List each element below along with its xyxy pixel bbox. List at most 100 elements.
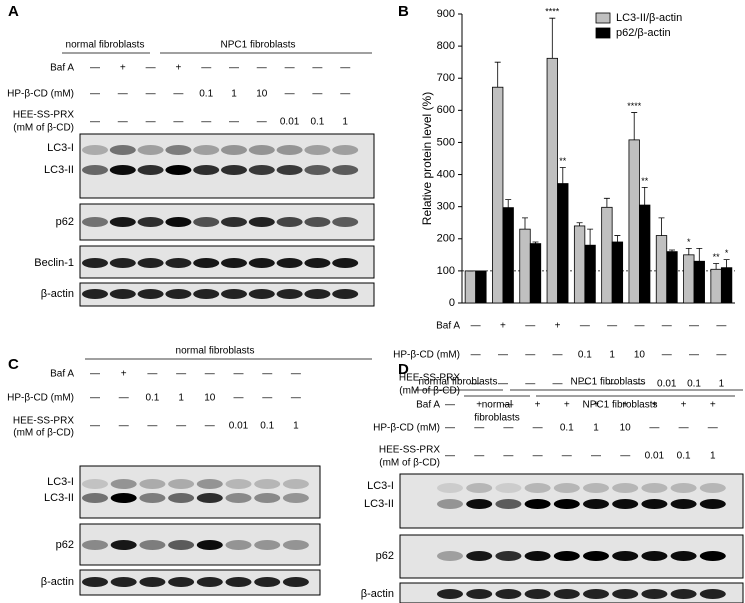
band (641, 551, 668, 561)
group-label: NPC1 fibroblasts (582, 400, 657, 411)
panel-label: A (8, 3, 19, 20)
band (82, 165, 108, 175)
band (110, 577, 137, 587)
row-label: HP-β-CD (mM) (393, 350, 460, 361)
bar (475, 270, 487, 304)
treatment-cell: — (147, 369, 157, 380)
band (196, 479, 223, 489)
error-bar (549, 17, 556, 59)
blot-label: p62 (56, 539, 74, 551)
band (139, 540, 166, 550)
treatment-cell: — (503, 451, 513, 462)
band (110, 540, 137, 550)
bar (655, 235, 668, 304)
band (553, 589, 580, 599)
treatment-cell: — (445, 400, 455, 411)
treatment-cell: — (257, 117, 267, 128)
bar (557, 183, 569, 304)
band (248, 145, 275, 155)
row-label: HP-β-CD (mM) (7, 393, 74, 404)
treatment-cell: — (533, 423, 543, 434)
band (109, 217, 136, 227)
treatment-cell: — (90, 369, 100, 380)
band (641, 483, 668, 493)
band (466, 589, 493, 599)
treatment-cell: — (716, 350, 726, 361)
band (82, 493, 108, 503)
band (466, 499, 493, 509)
blot-label: LC3-II (44, 164, 74, 176)
band (437, 499, 463, 509)
y-tick-label: 300 (437, 201, 455, 213)
error-bar (522, 217, 528, 230)
error-bar (614, 235, 621, 242)
band (168, 479, 195, 489)
treatment-cell: — (90, 63, 100, 74)
band (139, 493, 166, 503)
treatment-cell: 1 (178, 393, 184, 404)
treatment-cell: — (173, 89, 183, 100)
treatment-cell: — (205, 369, 215, 380)
treatment-cell: + (175, 63, 181, 74)
treatment-cell: 1 (342, 117, 348, 128)
blot-label: LC3-I (47, 142, 74, 154)
band (248, 165, 275, 175)
band (641, 589, 668, 599)
panel-label: B (398, 3, 409, 20)
bar (546, 57, 558, 304)
treatment-cell: — (474, 451, 484, 462)
treatment-cell: + (564, 400, 570, 411)
band (254, 540, 281, 550)
band (524, 551, 551, 561)
blot-label: LC3-II (44, 492, 74, 504)
band (304, 165, 331, 175)
treatment-cell: — (553, 379, 563, 390)
band (583, 551, 609, 561)
treatment-cell: — (229, 63, 239, 74)
treatment-cell: — (90, 393, 100, 404)
treatment-cell: — (257, 63, 267, 74)
band (82, 577, 108, 587)
band (437, 483, 463, 493)
band (583, 589, 609, 599)
bar (464, 270, 477, 304)
treatment-cell: — (176, 421, 186, 432)
significance: ** (559, 156, 567, 166)
error-bar (723, 259, 730, 268)
treatment-cell: — (118, 89, 128, 100)
band (332, 165, 359, 175)
treatment-cell: — (580, 321, 590, 332)
band (139, 577, 166, 587)
treatment-cell: 10 (256, 89, 268, 100)
treatment-cell: — (471, 350, 481, 361)
bar (502, 207, 514, 304)
band (304, 145, 331, 155)
y-tick-label: 0 (449, 297, 455, 309)
band (196, 540, 223, 550)
band (612, 499, 639, 509)
treatment-cell: — (234, 369, 244, 380)
treatment-cell: — (312, 89, 322, 100)
band (495, 499, 522, 509)
treatment-cell: — (176, 369, 186, 380)
band (699, 589, 726, 599)
band (466, 551, 493, 561)
row-label: HP-β-CD (mM) (373, 423, 440, 434)
band (282, 493, 309, 503)
band (137, 217, 164, 227)
band (282, 479, 309, 489)
band (196, 493, 223, 503)
row-label: HP-β-CD (mM) (7, 89, 74, 100)
treatment-cell: — (498, 379, 508, 390)
treatment-cell: — (119, 421, 129, 432)
band (276, 217, 303, 227)
treatment-cell: — (173, 117, 183, 128)
band (82, 540, 108, 550)
y-tick-label: 500 (437, 136, 455, 148)
error-bar (631, 112, 638, 140)
band (109, 289, 136, 299)
legend-swatch (595, 27, 611, 39)
bar (519, 228, 531, 304)
band (276, 165, 303, 175)
treatment-cell: — (229, 117, 239, 128)
